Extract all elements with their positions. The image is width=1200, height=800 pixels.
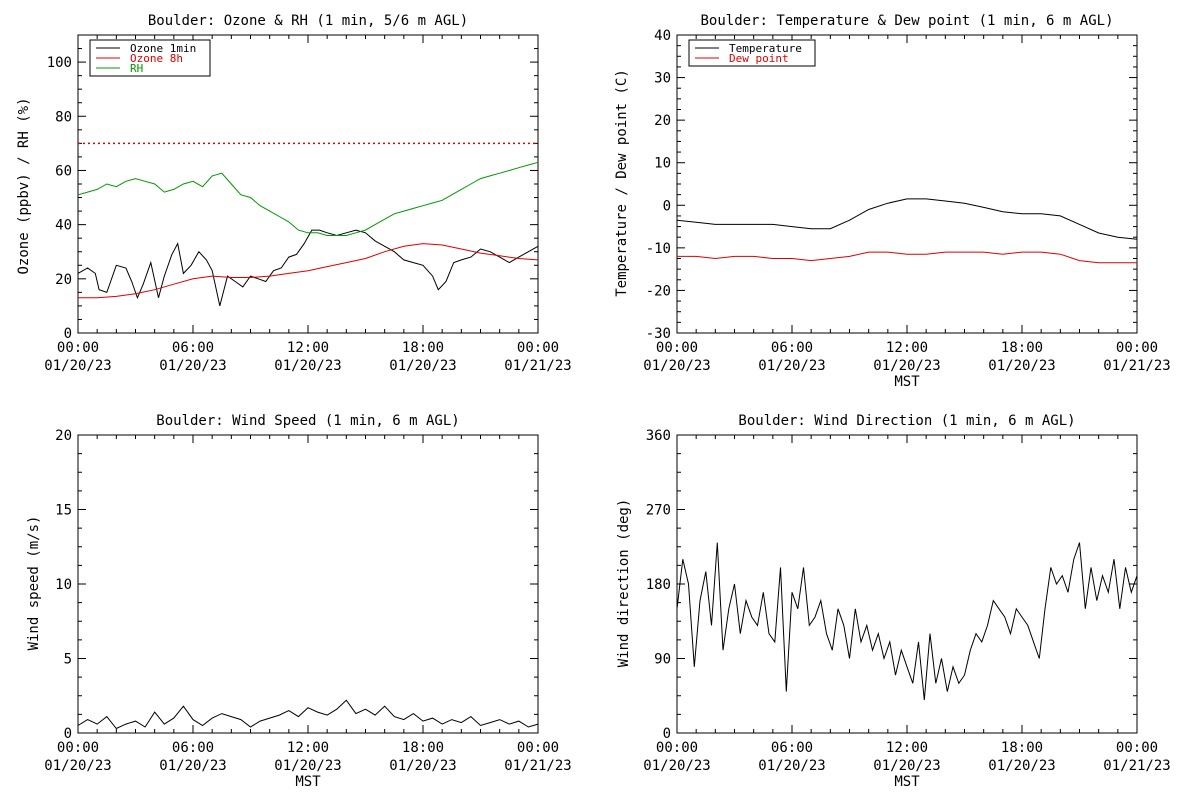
wind-direction-x-tick-label: 00:00 <box>656 740 698 756</box>
wind-speed-y-tick-label: 5 <box>64 652 72 668</box>
ozone-rh-y-tick-label: 20 <box>55 272 72 288</box>
wind-direction-y-tick-label: 0 <box>663 726 671 742</box>
temp-dewpoint-plot-frame <box>676 34 1138 334</box>
temp-dewpoint-y-tick-label: -30 <box>646 326 671 342</box>
temp-dewpoint-y-tick-label: 20 <box>654 113 671 129</box>
wind-direction-chart-ylabel: Wind direction (deg) <box>616 499 632 668</box>
temp-dewpoint-x-tick-date: 01/20/23 <box>873 358 940 374</box>
ozone-rh-y-tick-label: 40 <box>55 218 72 234</box>
wind-speed-chart-xlabel: MST <box>295 774 321 790</box>
temp-dewpoint-x-tick-label: 06:00 <box>771 340 813 356</box>
ozone-rh-chart-title: Boulder: Ozone & RH (1 min, 5/6 m AGL) <box>148 13 468 29</box>
wind-speed-y-tick-label: 10 <box>55 577 72 593</box>
ozone-rh-y-tick-label: 60 <box>55 163 72 179</box>
ozone-rh-legend-label: Ozone 8h <box>130 52 183 65</box>
ozone-rh-y-tick-label: 0 <box>64 326 72 342</box>
wind-speed-x-tick-date: 01/20/23 <box>159 758 226 774</box>
temp-dewpoint-x-tick-date: 01/20/23 <box>643 358 710 374</box>
wind-speed-y-tick-label: 20 <box>55 428 72 444</box>
temp-dewpoint-y-tick-label: 30 <box>654 71 671 87</box>
temp-dewpoint-temperature-line <box>676 198 1138 240</box>
temp-dewpoint-y-tick-label: 10 <box>654 156 671 172</box>
ozone-rh-x-tick-date: 01/20/23 <box>274 358 341 374</box>
ozone-rh-y-tick-label: 80 <box>55 109 72 125</box>
ozone-rh-x-tick-date: 01/20/23 <box>159 358 226 374</box>
wind-speed-plot-frame <box>77 434 539 734</box>
wind-speed-chart-ylabel: Wind speed (m/s) <box>26 516 42 651</box>
ozone-rh-legend-label: Ozone 1min <box>130 42 196 55</box>
wind-speed-x-tick-label: 00:00 <box>57 740 99 756</box>
ozone-rh-legend-label: RH <box>130 62 143 75</box>
wind-direction-chart-xlabel: MST <box>894 774 920 790</box>
wind-direction-y-tick-label: 360 <box>646 428 671 444</box>
wind-speed-x-tick-date: 01/20/23 <box>44 758 111 774</box>
wind-speed-x-tick-label: 06:00 <box>172 740 214 756</box>
wind-direction-chart: Boulder: Wind Direction (1 min, 6 m AGL)… <box>616 413 1171 790</box>
ozone-rh-x-tick-date: 01/20/23 <box>389 358 456 374</box>
wind-direction-x-tick-date: 01/20/23 <box>643 758 710 774</box>
wind-speed-x-tick-label: 00:00 <box>517 740 559 756</box>
ozone-rh-x-tick-label: 18:00 <box>402 340 444 356</box>
wind-speed-x-tick-label: 18:00 <box>402 740 444 756</box>
temp-dewpoint-chart-title: Boulder: Temperature & Dew point (1 min,… <box>700 13 1113 29</box>
ozone-rh-x-tick-label: 06:00 <box>172 340 214 356</box>
temp-dewpoint-y-tick-label: -10 <box>646 241 671 257</box>
ozone-rh-x-tick-date: 01/20/23 <box>44 358 111 374</box>
wind-direction-x-tick-label: 00:00 <box>1116 740 1158 756</box>
temp-dewpoint-x-tick-label: 00:00 <box>656 340 698 356</box>
ozone-rh-x-tick-label: 00:00 <box>57 340 99 356</box>
ozone-rh-plot-frame <box>77 34 539 334</box>
wind-direction-y-tick-label: 90 <box>654 652 671 668</box>
temp-dewpoint-x-tick-date: 01/20/23 <box>988 358 1055 374</box>
wind-direction-x-tick-date: 01/20/23 <box>758 758 825 774</box>
wind-speed-chart-title: Boulder: Wind Speed (1 min, 6 m AGL) <box>156 413 459 429</box>
wind-direction-series-line <box>676 542 1138 700</box>
ozone-rh-x-tick-date: 01/21/23 <box>504 358 571 374</box>
temp-dewpoint-x-tick-label: 12:00 <box>886 340 928 356</box>
wind-speed-y-tick-label: 15 <box>55 503 72 519</box>
ozone-rh-x-tick-label: 12:00 <box>287 340 329 356</box>
wind-direction-y-tick-label: 270 <box>646 503 671 519</box>
ozone-rh-rh-line <box>77 161 539 236</box>
ozone-rh-x-tick-label: 00:00 <box>517 340 559 356</box>
wind-direction-x-tick-label: 18:00 <box>1001 740 1043 756</box>
temp-dewpoint-x-tick-date: 01/21/23 <box>1103 358 1170 374</box>
wind-direction-x-tick-date: 01/20/23 <box>873 758 940 774</box>
temp-dewpoint-chart: Boulder: Temperature & Dew point (1 min,… <box>614 13 1171 390</box>
wind-direction-x-tick-label: 06:00 <box>771 740 813 756</box>
ozone-rh-chart: Boulder: Ozone & RH (1 min, 5/6 m AGL) O… <box>16 13 572 374</box>
ozone-rh-ozone-8h-line <box>78 243 539 299</box>
wind-speed-x-tick-date: 01/20/23 <box>389 758 456 774</box>
wind-speed-x-tick-date: 01/21/23 <box>504 758 571 774</box>
wind-speed-x-tick-label: 12:00 <box>287 740 329 756</box>
wind-direction-plot-frame <box>676 434 1138 734</box>
temp-dewpoint-x-tick-label: 00:00 <box>1116 340 1158 356</box>
temp-dewpoint-chart-xlabel: MST <box>894 374 920 390</box>
wind-speed-y-tick-label: 0 <box>64 726 72 742</box>
wind-direction-y-tick-label: 180 <box>646 577 671 593</box>
ozone-rh-y-tick-label: 100 <box>47 55 72 71</box>
temp-dewpoint-legend-label: Temperature <box>729 42 802 55</box>
wind-direction-x-tick-date: 01/20/23 <box>988 758 1055 774</box>
temp-dewpoint-chart-ylabel: Temperature / Dew point (C) <box>614 69 630 297</box>
temp-dewpoint-legend-box <box>688 39 816 67</box>
temp-dewpoint-y-tick-label: 40 <box>654 28 671 44</box>
wind-speed-x-tick-date: 01/20/23 <box>274 758 341 774</box>
temp-dewpoint-x-tick-label: 18:00 <box>1001 340 1043 356</box>
temp-dewpoint-x-tick-date: 01/20/23 <box>758 358 825 374</box>
ozone-rh-chart-ylabel: Ozone (ppbv) / RH (%) <box>16 97 32 274</box>
temp-dewpoint-legend-label: Dew point <box>729 52 789 65</box>
temp-dewpoint-y-tick-label: -20 <box>646 283 671 299</box>
temp-dewpoint-dew-point-line <box>677 251 1137 264</box>
ozone-rh-ozone-1min-line <box>77 229 539 307</box>
temp-dewpoint-y-tick-label: 0 <box>663 198 671 214</box>
wind-direction-x-tick-date: 01/21/23 <box>1103 758 1170 774</box>
wind-direction-chart-title: Boulder: Wind Direction (1 min, 6 m AGL) <box>738 413 1075 429</box>
wind-direction-x-tick-label: 12:00 <box>886 740 928 756</box>
wind-speed-series-line <box>77 699 539 730</box>
wind-speed-chart: Boulder: Wind Speed (1 min, 6 m AGL) Win… <box>26 413 572 790</box>
